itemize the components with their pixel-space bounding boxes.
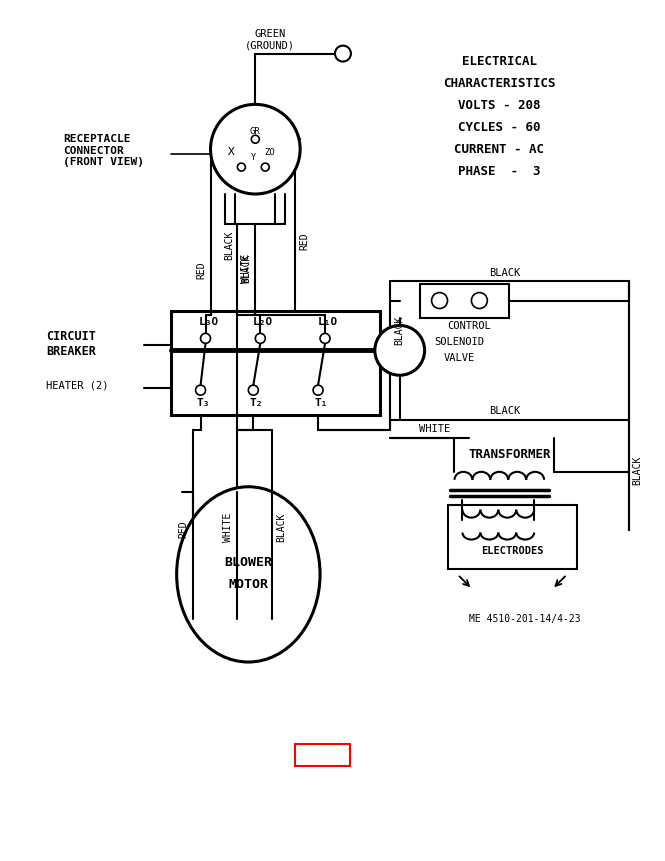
Text: T₁: T₁: [315, 398, 328, 408]
Text: GR: GR: [250, 127, 261, 136]
Text: CHARACTERISTICS: CHARACTERISTICS: [443, 77, 555, 90]
Text: (GROUND): (GROUND): [245, 40, 295, 51]
Text: BLACK: BLACK: [632, 455, 642, 485]
Text: RED: RED: [179, 521, 189, 538]
Text: WHITE: WHITE: [241, 254, 251, 283]
Text: VALVE: VALVE: [444, 353, 475, 363]
Text: RED: RED: [197, 262, 207, 280]
Text: BLOWER: BLOWER: [224, 556, 273, 569]
Text: BLACK: BLACK: [224, 231, 235, 261]
Text: X: X: [228, 147, 235, 158]
Text: BLACK: BLACK: [241, 254, 251, 283]
Text: ELECTRODES: ELECTRODES: [481, 547, 543, 556]
Text: HEATER (2): HEATER (2): [46, 381, 108, 390]
Circle shape: [251, 135, 259, 143]
Text: MOTOR: MOTOR: [228, 578, 269, 591]
Circle shape: [255, 333, 265, 344]
Circle shape: [196, 385, 205, 395]
Text: CONTROL: CONTROL: [448, 321, 491, 331]
Text: T₃: T₃: [197, 398, 210, 408]
Text: SOLENOID: SOLENOID: [434, 338, 485, 347]
Text: GREEN: GREEN: [255, 28, 286, 39]
Text: ELECTRICAL: ELECTRICAL: [462, 55, 537, 68]
Bar: [171, 311, 380, 415]
Text: TRANSFORMER: TRANSFORMER: [468, 449, 551, 461]
Text: BLACK: BLACK: [276, 513, 286, 542]
Circle shape: [201, 333, 211, 344]
Text: ME 4510-201-14/4-23: ME 4510-201-14/4-23: [469, 614, 581, 624]
Circle shape: [261, 163, 269, 171]
Ellipse shape: [177, 486, 320, 662]
Text: L₁O: L₁O: [318, 318, 338, 327]
Text: CYCLES - 60: CYCLES - 60: [458, 121, 541, 133]
Text: BLACK: BLACK: [489, 268, 520, 277]
Circle shape: [320, 333, 330, 344]
Text: CIRCUIT
BREAKER: CIRCUIT BREAKER: [46, 331, 96, 358]
Text: L₂O: L₂O: [253, 318, 273, 327]
Circle shape: [211, 104, 300, 194]
Bar: [448, 505, 577, 569]
Text: WHITE: WHITE: [223, 513, 233, 542]
Text: VOLTS - 208: VOLTS - 208: [458, 99, 541, 112]
Circle shape: [375, 325, 425, 375]
Circle shape: [335, 46, 351, 61]
Text: BLACK: BLACK: [489, 406, 520, 416]
Text: WHITE: WHITE: [419, 424, 450, 434]
Circle shape: [248, 385, 258, 395]
Circle shape: [432, 293, 448, 308]
Circle shape: [237, 163, 245, 171]
Circle shape: [471, 293, 487, 308]
Text: BLACK: BLACK: [395, 316, 405, 345]
Text: PHASE  -  3: PHASE - 3: [458, 164, 541, 177]
Bar: [420, 283, 509, 319]
Text: ZO: ZO: [264, 148, 275, 157]
Text: Y: Y: [251, 152, 256, 162]
Text: T₂: T₂: [249, 398, 263, 408]
Circle shape: [313, 385, 323, 395]
Text: L₃O: L₃O: [198, 318, 219, 327]
Text: RED: RED: [299, 232, 309, 250]
Text: RECEPTACLE
CONNECTOR
(FRONT VIEW): RECEPTACLE CONNECTOR (FRONT VIEW): [63, 134, 144, 167]
Text: CURRENT - AC: CURRENT - AC: [454, 143, 544, 156]
Bar: [295, 744, 350, 765]
